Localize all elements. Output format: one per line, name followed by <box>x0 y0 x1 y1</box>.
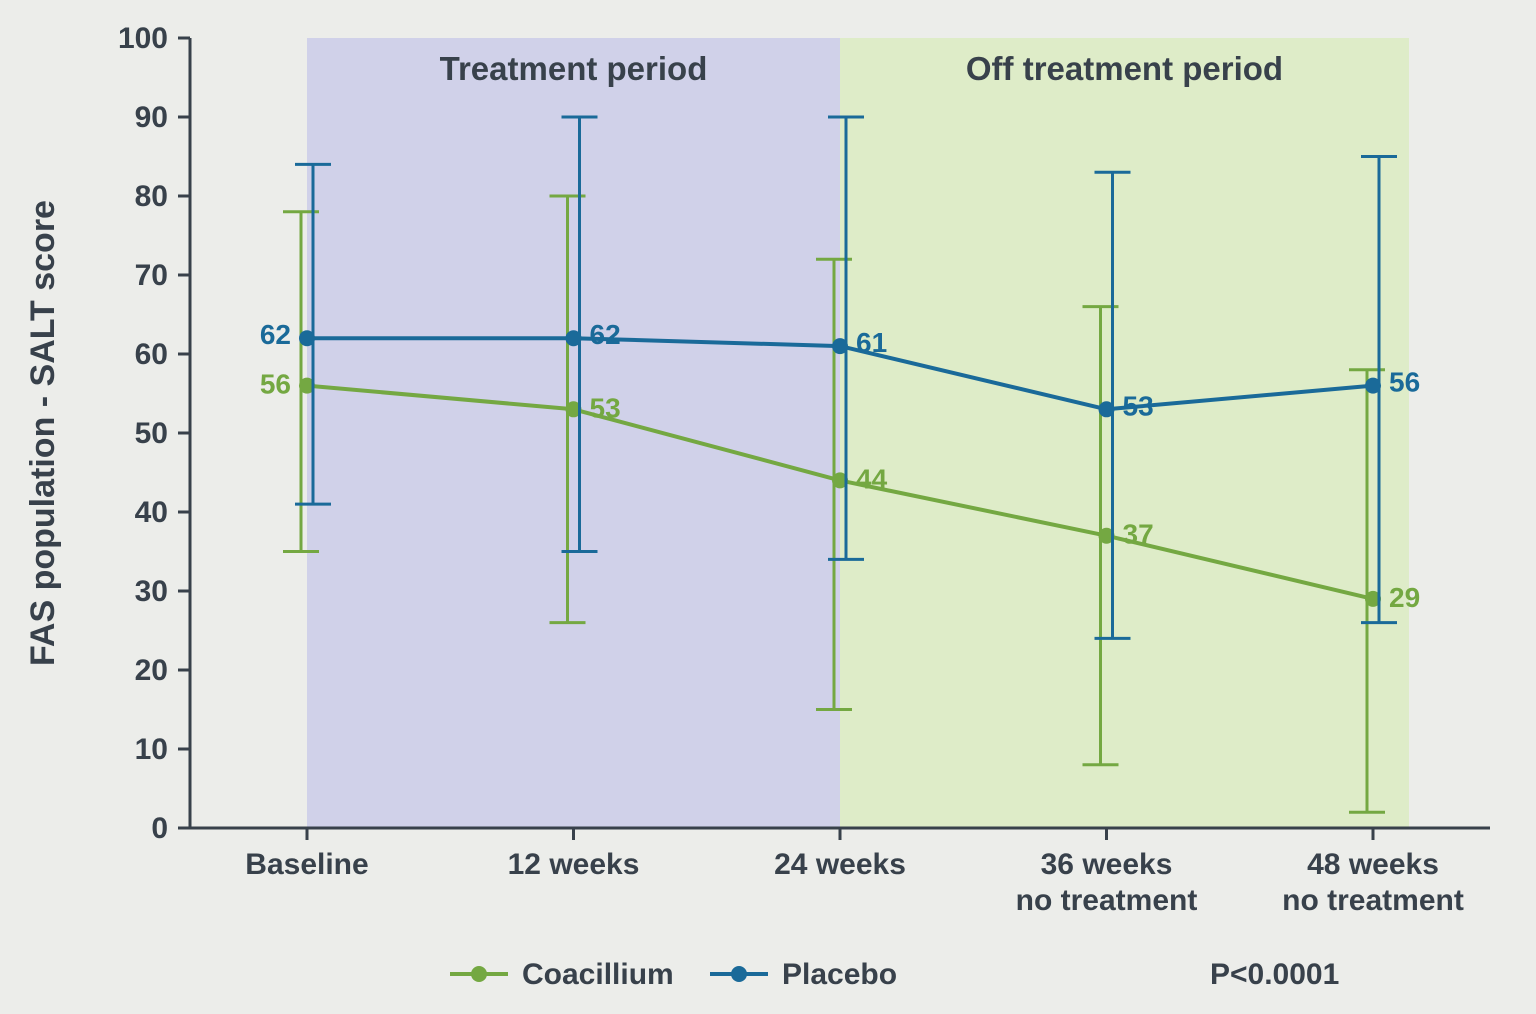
period-label: Off treatment period <box>966 50 1283 87</box>
period-region <box>307 38 840 828</box>
x-tick-label: 48 weeks <box>1307 848 1439 881</box>
value-label: 56 <box>260 369 291 400</box>
y-tick-label: 0 <box>151 812 168 845</box>
legend-label: Placebo <box>782 958 897 991</box>
value-label: 53 <box>590 392 621 423</box>
x-tick-label: 36 weeks <box>1041 848 1173 881</box>
y-tick-label: 80 <box>135 180 168 213</box>
data-point <box>832 338 848 354</box>
legend-label: Coacillium <box>522 958 674 991</box>
legend-marker <box>731 966 747 982</box>
value-label: 29 <box>1389 582 1420 613</box>
p-value: P<0.0001 <box>1210 958 1339 991</box>
value-label: 62 <box>260 319 291 350</box>
x-tick-label: 24 weeks <box>774 848 906 881</box>
period-regions: Treatment period Off treatment period <box>307 38 1409 828</box>
y-tick-label: 40 <box>135 496 168 529</box>
y-tick-label: 60 <box>135 338 168 371</box>
data-point <box>1365 378 1381 394</box>
period-region <box>840 38 1409 828</box>
y-tick-label: 10 <box>135 733 168 766</box>
x-tick-sublabel: no treatment <box>1016 884 1198 917</box>
value-label: 44 <box>856 463 888 494</box>
y-axis-label: FAS population - SALT score <box>24 200 62 666</box>
legend-marker <box>471 966 487 982</box>
x-tick-sublabel: no treatment <box>1282 884 1464 917</box>
y-tick-label: 100 <box>118 22 168 55</box>
value-label: 53 <box>1123 390 1154 421</box>
y-tick-label: 50 <box>135 417 168 450</box>
data-point <box>566 330 582 346</box>
data-point <box>1099 401 1115 417</box>
value-label: 61 <box>856 327 887 358</box>
y-tick-label: 90 <box>135 101 168 134</box>
y-tick-label: 20 <box>135 654 168 687</box>
y-tick-label: 70 <box>135 259 168 292</box>
period-label: Treatment period <box>440 50 708 87</box>
y-tick-label: 30 <box>135 575 168 608</box>
x-tick-label: Baseline <box>245 848 368 881</box>
value-label: 56 <box>1389 367 1420 398</box>
data-point <box>299 330 315 346</box>
value-label: 37 <box>1123 519 1154 550</box>
value-label: 62 <box>590 319 621 350</box>
x-tick-label: 12 weeks <box>508 848 640 881</box>
